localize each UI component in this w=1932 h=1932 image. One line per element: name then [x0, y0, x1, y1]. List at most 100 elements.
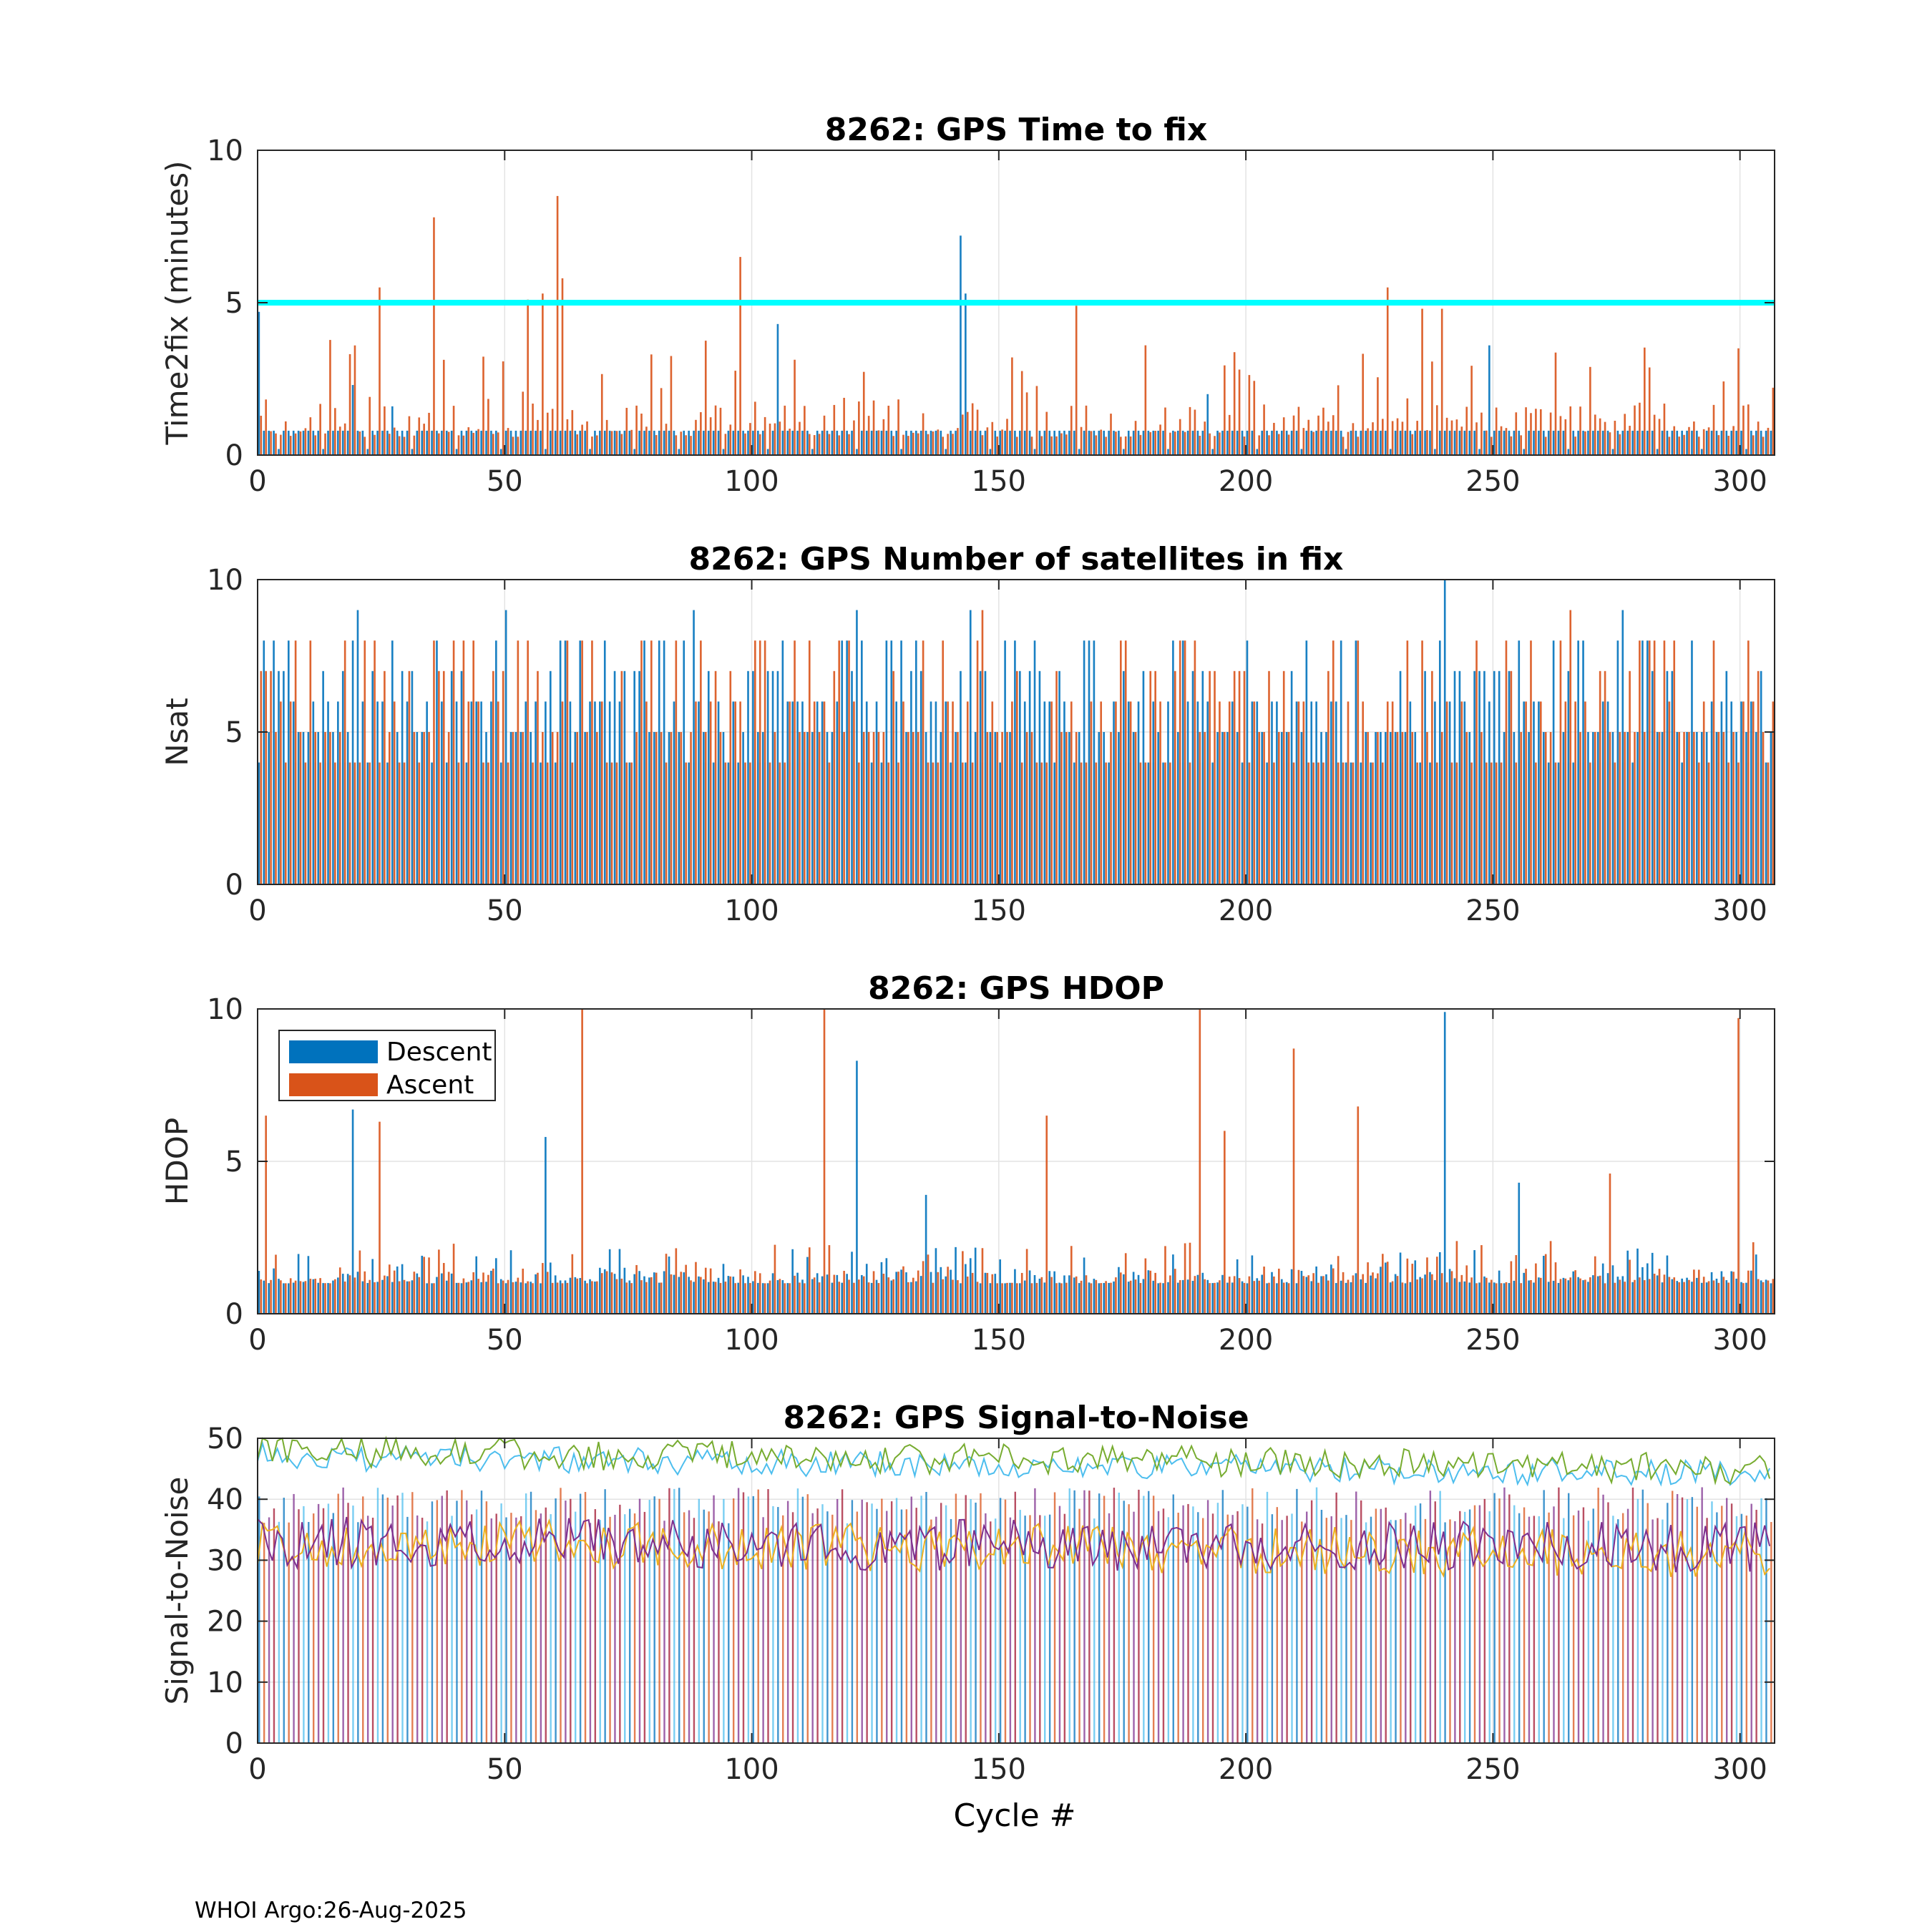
- y-axis-label: Time2fix (minutes): [160, 161, 195, 446]
- ascent-bar: [714, 405, 717, 455]
- descent-bar: [594, 430, 596, 455]
- descent-bar: [1385, 1262, 1387, 1314]
- snr-bar: [806, 1494, 809, 1743]
- ascent-bar: [1505, 640, 1508, 884]
- descent-bar: [1345, 1282, 1347, 1314]
- ascent-bar: [1159, 1282, 1161, 1314]
- ascent-bar: [774, 1244, 776, 1314]
- descent-bar: [1750, 701, 1752, 884]
- ascent-bar: [1189, 406, 1191, 455]
- snr-bar: [1058, 1506, 1061, 1743]
- descent-bar: [653, 430, 655, 455]
- snr-bar: [1211, 1513, 1214, 1743]
- descent-bar: [273, 430, 275, 455]
- ascent-bar: [1520, 435, 1522, 455]
- descent-bar: [935, 701, 937, 884]
- snr-bar: [970, 1499, 972, 1743]
- descent-bar: [589, 701, 591, 884]
- ascent-bar: [1609, 732, 1611, 884]
- descent-bar: [791, 701, 794, 884]
- ascent-bar: [1248, 375, 1251, 455]
- descent-bar: [1385, 732, 1387, 884]
- descent-bar: [1468, 732, 1471, 884]
- ascent-bar: [364, 640, 366, 884]
- ascent-bar: [1233, 670, 1236, 884]
- descent-bar: [1760, 1280, 1762, 1314]
- ascent-bar: [976, 640, 979, 884]
- descent-bar: [914, 430, 917, 455]
- ascent-bar: [1035, 386, 1038, 455]
- descent-bar: [1137, 430, 1140, 455]
- snr-bar: [1657, 1518, 1659, 1743]
- ascent-bar: [932, 762, 935, 884]
- y-axis-label: HDOP: [160, 1118, 195, 1205]
- ascent-bar: [1011, 357, 1013, 455]
- ascent-bar: [947, 1267, 949, 1314]
- ascent-bar: [1124, 436, 1127, 455]
- ascent-bar: [1342, 436, 1345, 455]
- descent-bar: [1394, 732, 1397, 884]
- ascent-bar: [1445, 1282, 1448, 1314]
- ascent-bar: [665, 762, 668, 884]
- descent-bar: [1508, 430, 1511, 455]
- descent-bar: [914, 1281, 917, 1314]
- ascent-bar: [818, 1282, 821, 1314]
- snr-bar: [871, 1503, 873, 1743]
- ascent-bar: [1040, 762, 1043, 884]
- snr-bar: [713, 1495, 715, 1743]
- ascent-bar: [976, 409, 979, 455]
- descent-bar: [1419, 762, 1421, 884]
- ascent-bar: [1263, 404, 1265, 455]
- descent-bar: [273, 1268, 275, 1314]
- descent-bar: [999, 430, 1002, 455]
- descent-bar: [905, 430, 907, 455]
- descent-bar: [1033, 449, 1036, 455]
- ascent-bar: [532, 1283, 534, 1314]
- descent-bar: [1770, 732, 1772, 884]
- ascent-bar: [1629, 426, 1631, 455]
- ascent-bar: [799, 1282, 801, 1314]
- descent-bar: [554, 430, 557, 455]
- descent-bar: [396, 732, 399, 884]
- descent-bar: [1370, 1275, 1372, 1314]
- snr-bar: [866, 1502, 868, 1743]
- descent-bar: [707, 430, 710, 455]
- descent-bar: [1399, 1252, 1402, 1314]
- y-tick-label: 10: [207, 564, 243, 597]
- ascent-bar: [1391, 421, 1394, 455]
- ascent-bar: [1673, 640, 1676, 884]
- descent-bar: [1196, 1274, 1199, 1314]
- ascent-bar: [369, 396, 371, 455]
- snr-bar: [327, 1503, 330, 1743]
- descent-bar: [341, 430, 344, 455]
- ascent-bar: [324, 732, 326, 884]
- ascent-bar: [517, 1277, 519, 1314]
- descent-bar: [1078, 1283, 1080, 1314]
- descent-bar: [1152, 430, 1155, 455]
- ascent-bar: [1243, 436, 1246, 455]
- snr-bar: [999, 1498, 1002, 1743]
- descent-bar: [945, 701, 947, 884]
- ascent-bar: [1040, 1277, 1043, 1314]
- ascent-bar: [1688, 426, 1690, 455]
- snr-bar: [1572, 1515, 1575, 1743]
- ascent-bar: [605, 762, 608, 884]
- ascent-bar: [1396, 418, 1399, 455]
- descent-bar: [307, 430, 310, 455]
- descent-bar: [1083, 1257, 1085, 1314]
- ascent-bar: [1757, 670, 1760, 884]
- descent-bar: [327, 1283, 329, 1314]
- ascent-bar: [1440, 308, 1443, 455]
- ascent-bar: [1574, 436, 1576, 455]
- ascent-bar: [1327, 421, 1330, 455]
- ascent-bar: [1169, 432, 1171, 455]
- ascent-bar: [744, 433, 746, 455]
- ascent-bar: [808, 1247, 811, 1314]
- snr-bar: [703, 1509, 705, 1743]
- snr-bar: [1691, 1497, 1694, 1743]
- descent-bar: [1295, 430, 1298, 455]
- ascent-bar: [1693, 421, 1695, 455]
- descent-bar: [1221, 732, 1224, 884]
- ascent-bar: [1396, 1276, 1399, 1314]
- ascent-bar: [1085, 1275, 1088, 1314]
